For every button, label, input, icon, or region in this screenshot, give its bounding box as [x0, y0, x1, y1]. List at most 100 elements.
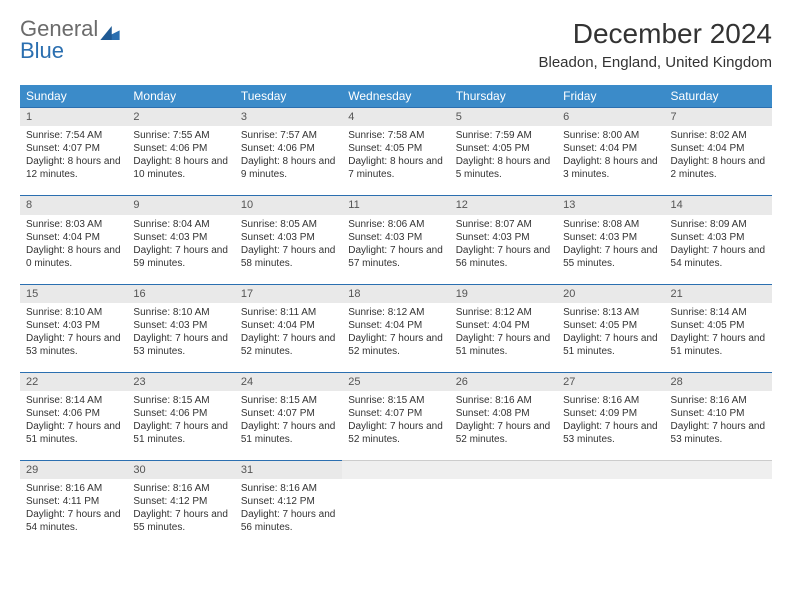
sunrise-line: Sunrise: 8:04 AM [133, 218, 228, 231]
sunset-line: Sunset: 4:09 PM [563, 407, 658, 420]
sunset-line: Sunset: 4:06 PM [26, 407, 121, 420]
daylight-line: Daylight: 7 hours and 51 minutes. [133, 420, 228, 446]
sunset-line: Sunset: 4:12 PM [133, 495, 228, 508]
day-number: 26 [450, 372, 557, 391]
sunset-line: Sunset: 4:05 PM [348, 142, 443, 155]
day-cell: 9Sunrise: 8:04 AMSunset: 4:03 PMDaylight… [127, 195, 234, 277]
day-body: Sunrise: 8:16 AMSunset: 4:12 PMDaylight:… [235, 479, 342, 542]
day-number: 3 [235, 107, 342, 126]
page-subtitle: Bleadon, England, United Kingdom [539, 54, 773, 71]
daylight-line: Daylight: 7 hours and 53 minutes. [671, 420, 766, 446]
day-number: 4 [342, 107, 449, 126]
page-title: December 2024 [539, 18, 773, 50]
day-number: 16 [127, 284, 234, 303]
daylight-line: Daylight: 7 hours and 53 minutes. [133, 332, 228, 358]
sunrise-line: Sunrise: 8:16 AM [671, 394, 766, 407]
day-body: Sunrise: 8:15 AMSunset: 4:07 PMDaylight:… [235, 391, 342, 454]
day-cell: 7Sunrise: 8:02 AMSunset: 4:04 PMDaylight… [665, 107, 772, 189]
col-saturday: Saturday [665, 85, 772, 107]
daylight-line: Daylight: 8 hours and 0 minutes. [26, 244, 121, 270]
sunrise-line: Sunrise: 7:58 AM [348, 129, 443, 142]
day-body [665, 479, 772, 537]
sunset-line: Sunset: 4:04 PM [456, 319, 551, 332]
day-number: 17 [235, 284, 342, 303]
day-cell [342, 460, 449, 542]
day-cell: 29Sunrise: 8:16 AMSunset: 4:11 PMDayligh… [20, 460, 127, 542]
day-cell: 18Sunrise: 8:12 AMSunset: 4:04 PMDayligh… [342, 284, 449, 366]
day-body: Sunrise: 8:16 AMSunset: 4:09 PMDaylight:… [557, 391, 664, 454]
col-wednesday: Wednesday [342, 85, 449, 107]
sunrise-line: Sunrise: 8:07 AM [456, 218, 551, 231]
day-body: Sunrise: 8:08 AMSunset: 4:03 PMDaylight:… [557, 215, 664, 278]
logo-text-2: Blue [20, 40, 120, 62]
day-cell: 15Sunrise: 8:10 AMSunset: 4:03 PMDayligh… [20, 284, 127, 366]
day-number: 8 [20, 195, 127, 214]
day-number: 13 [557, 195, 664, 214]
sunset-line: Sunset: 4:03 PM [671, 231, 766, 244]
day-body: Sunrise: 8:16 AMSunset: 4:10 PMDaylight:… [665, 391, 772, 454]
day-cell: 23Sunrise: 8:15 AMSunset: 4:06 PMDayligh… [127, 372, 234, 454]
sunrise-line: Sunrise: 7:57 AM [241, 129, 336, 142]
sunset-line: Sunset: 4:05 PM [671, 319, 766, 332]
day-cell: 4 Sunrise: 7:58 AMSunset: 4:05 PMDaylight… [342, 107, 449, 189]
day-cell: 24Sunrise: 8:15 AMSunset: 4:07 PMDayligh… [235, 372, 342, 454]
sunrise-line: Sunrise: 8:16 AM [241, 482, 336, 495]
day-body [450, 479, 557, 537]
sunset-line: Sunset: 4:08 PM [456, 407, 551, 420]
sunrise-line: Sunrise: 7:54 AM [26, 129, 121, 142]
header: GeneralBlue December 2024 Bleadon, Engla… [20, 18, 772, 71]
sunset-line: Sunset: 4:05 PM [563, 319, 658, 332]
day-cell: 10Sunrise: 8:05 AMSunset: 4:03 PMDayligh… [235, 195, 342, 277]
day-cell: 6Sunrise: 8:00 AMSunset: 4:04 PMDaylight… [557, 107, 664, 189]
day-cell: 17Sunrise: 8:11 AMSunset: 4:04 PMDayligh… [235, 284, 342, 366]
day-cell: 27Sunrise: 8:16 AMSunset: 4:09 PMDayligh… [557, 372, 664, 454]
sunrise-line: Sunrise: 8:06 AM [348, 218, 443, 231]
logo-mark-icon [100, 26, 120, 40]
sunrise-line: Sunrise: 8:02 AM [671, 129, 766, 142]
day-body: Sunrise: 7:54 AMSunset: 4:07 PMDaylight:… [20, 126, 127, 189]
sunrise-line: Sunrise: 8:05 AM [241, 218, 336, 231]
col-thursday: Thursday [450, 85, 557, 107]
daylight-line: Daylight: 8 hours and 2 minutes. [671, 155, 766, 181]
sunset-line: Sunset: 4:07 PM [348, 407, 443, 420]
day-number [557, 460, 664, 479]
day-body: Sunrise: 8:00 AMSunset: 4:04 PMDaylight:… [557, 126, 664, 189]
sunset-line: Sunset: 4:04 PM [26, 231, 121, 244]
day-cell: 31Sunrise: 8:16 AMSunset: 4:12 PMDayligh… [235, 460, 342, 542]
daylight-line: Daylight: 8 hours and 7 minutes. [348, 155, 443, 181]
daylight-line: Daylight: 7 hours and 52 minutes. [456, 420, 551, 446]
sunrise-line: Sunrise: 8:13 AM [563, 306, 658, 319]
day-body: Sunrise: 8:10 AMSunset: 4:03 PMDaylight:… [20, 303, 127, 366]
day-body: Sunrise: 7:55 AMSunset: 4:06 PMDaylight:… [127, 126, 234, 189]
sunrise-line: Sunrise: 8:15 AM [133, 394, 228, 407]
day-number: 5 [450, 107, 557, 126]
day-cell: 5Sunrise: 7:59 AMSunset: 4:05 PMDaylight… [450, 107, 557, 189]
day-body: Sunrise: 8:05 AMSunset: 4:03 PMDaylight:… [235, 215, 342, 278]
week-row: 8Sunrise: 8:03 AMSunset: 4:04 PMDaylight… [20, 195, 772, 277]
day-cell: 14Sunrise: 8:09 AMSunset: 4:03 PMDayligh… [665, 195, 772, 277]
day-body: Sunrise: 7:57 AMSunset: 4:06 PMDaylight:… [235, 126, 342, 189]
week-row: 29Sunrise: 8:16 AMSunset: 4:11 PMDayligh… [20, 460, 772, 542]
day-body: Sunrise: 8:10 AMSunset: 4:03 PMDaylight:… [127, 303, 234, 366]
day-body: Sunrise: 8:09 AMSunset: 4:03 PMDaylight:… [665, 215, 772, 278]
sunset-line: Sunset: 4:06 PM [133, 142, 228, 155]
daylight-line: Daylight: 7 hours and 52 minutes. [241, 332, 336, 358]
sunset-line: Sunset: 4:03 PM [348, 231, 443, 244]
day-body [342, 479, 449, 537]
day-body: Sunrise: 8:12 AMSunset: 4:04 PMDaylight:… [450, 303, 557, 366]
day-number: 7 [665, 107, 772, 126]
day-body: Sunrise: 8:06 AMSunset: 4:03 PMDaylight:… [342, 215, 449, 278]
header-row: Sunday Monday Tuesday Wednesday Thursday… [20, 85, 772, 107]
sunrise-line: Sunrise: 7:59 AM [456, 129, 551, 142]
daylight-line: Daylight: 7 hours and 59 minutes. [133, 244, 228, 270]
daylight-line: Daylight: 7 hours and 54 minutes. [671, 244, 766, 270]
daylight-line: Daylight: 7 hours and 51 minutes. [456, 332, 551, 358]
day-cell: 22Sunrise: 8:14 AMSunset: 4:06 PMDayligh… [20, 372, 127, 454]
sunset-line: Sunset: 4:03 PM [241, 231, 336, 244]
daylight-line: Daylight: 8 hours and 12 minutes. [26, 155, 121, 181]
col-friday: Friday [557, 85, 664, 107]
day-number: 15 [20, 284, 127, 303]
sunrise-line: Sunrise: 8:14 AM [671, 306, 766, 319]
day-cell: 8Sunrise: 8:03 AMSunset: 4:04 PMDaylight… [20, 195, 127, 277]
sunset-line: Sunset: 4:03 PM [133, 231, 228, 244]
